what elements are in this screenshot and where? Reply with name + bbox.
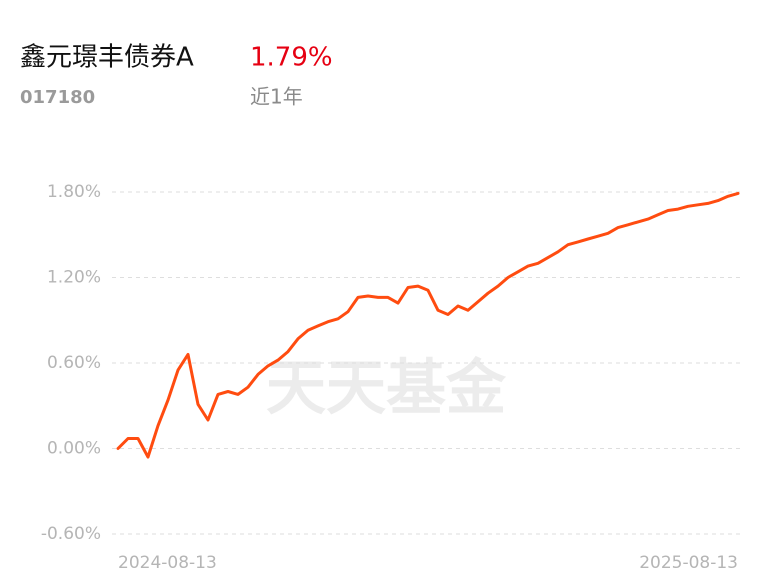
y-tick-label: 1.20% [47,268,101,288]
period: 近1年 [250,85,303,109]
watermark: 天天基金 [266,354,507,424]
x-tick-label: 2024-08-13 [118,553,217,573]
line-series [116,191,740,459]
fund-return: 1.79% [250,43,333,73]
fund-code: 017180 [20,87,95,108]
y-tick-label: 0.00% [47,439,101,459]
y-tick-label: 0.60% [47,353,101,373]
y-tick-label: -0.60% [41,524,101,544]
x-tick-label: 2025-08-13 [639,553,738,573]
fund-title: 鑫元璟丰债券A [20,43,194,73]
y-tick-label: 1.80% [47,182,101,202]
